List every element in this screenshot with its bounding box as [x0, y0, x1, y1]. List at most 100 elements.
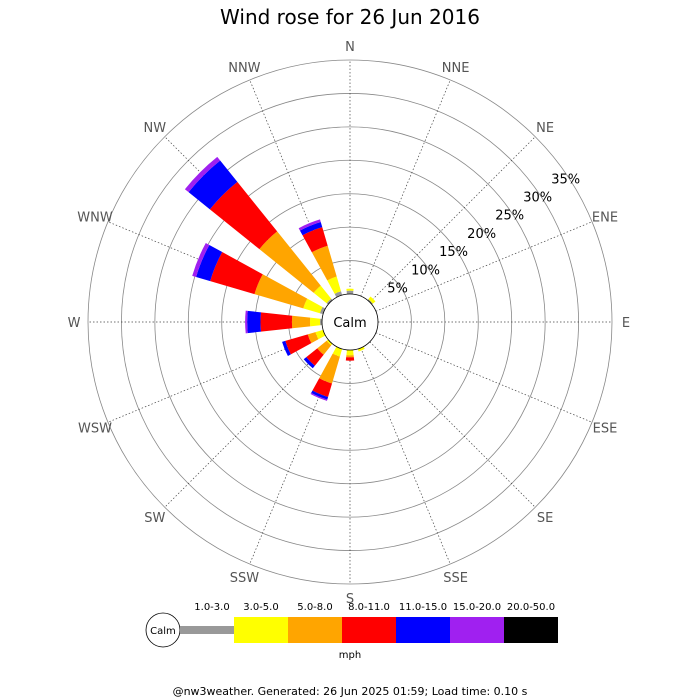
legend-swatch-8.0-11.0 [342, 617, 396, 643]
bar-wsw-11.0-15.0 [282, 340, 291, 356]
bar-wsw-3.0-5.0 [315, 329, 326, 340]
legend-label-11.0-15.0: 11.0-15.0 [399, 602, 447, 613]
wind-rose-bars [184, 156, 376, 401]
grid-circle-25 [154, 126, 546, 518]
calm-label: Calm [333, 316, 366, 331]
legend-unit: mph [339, 650, 361, 661]
bar-n-1.0-3.0 [346, 290, 354, 295]
direction-label-sse: SSE [443, 571, 468, 586]
direction-label-n: N [345, 40, 355, 55]
grid-circle-15 [221, 193, 479, 451]
radial-tick-10: 10% [411, 263, 440, 278]
bar-n-3.0-5.0 [346, 288, 354, 291]
radial-tick-15: 15% [439, 245, 468, 260]
direction-label-e: E [622, 316, 630, 331]
bar-nnw-3.0-5.0 [327, 276, 342, 294]
bar-nnw-15.0-20.0 [298, 219, 321, 231]
radial-tick-25: 25% [495, 209, 524, 224]
bar-w-15.0-20.0 [245, 310, 248, 334]
direction-label-nne: NNE [442, 61, 470, 76]
bar-wsw-8.0-11.0 [285, 334, 312, 355]
calm-circle: Calm [321, 293, 379, 351]
legend-swatch-3.0-5.0 [234, 617, 288, 643]
bar-sw-5.0-8.0 [317, 340, 332, 355]
direction-label-wnw: WNW [77, 210, 113, 225]
bar-nw-5.0-8.0 [259, 231, 321, 293]
bar-ssw-11.0-15.0 [311, 390, 329, 400]
bar-nw-15.0-20.0 [184, 156, 221, 193]
direction-label-s: S [346, 592, 354, 607]
legend-label-5.0-8.0: 5.0-8.0 [297, 602, 332, 613]
calm-circle-shape [321, 293, 379, 351]
spoke-sse [360, 347, 451, 565]
grid-circle-35 [87, 59, 613, 585]
spoke-ne [369, 136, 536, 303]
direction-label-sw: SW [144, 511, 165, 526]
legend-label-3.0-5.0: 3.0-5.0 [243, 602, 278, 613]
direction-label-se: SE [537, 511, 553, 526]
radial-tick-20: 20% [467, 227, 496, 242]
legend-swatch-11.0-15.0 [396, 617, 450, 643]
bar-w-1.0-3.0 [319, 318, 323, 326]
direction-label-nw: NW [144, 121, 167, 136]
bar-w-3.0-5.0 [309, 317, 321, 327]
bar-nnw-11.0-15.0 [299, 221, 323, 236]
bar-ne-3.0-5.0 [368, 296, 376, 304]
legend-label-1.0-3.0: 1.0-3.0 [194, 602, 229, 613]
bar-ne-1.0-3.0 [367, 299, 373, 305]
direction-label-ne: NE [536, 121, 554, 136]
bar-s-5.0-8.0 [346, 355, 354, 358]
legend: Calm mph 1.0-3.0 3.0-5.0 5.0-8.0 8.0-11.0 11… [145, 602, 558, 661]
legend-label-20.0-50.0: 20.0-50.0 [507, 602, 555, 613]
bar-wnw-5.0-8.0 [254, 274, 308, 309]
legend-swatch-20.0-50.0 [504, 617, 558, 643]
spoke-sw [164, 341, 331, 508]
radial-tick-5: 5% [387, 282, 408, 297]
spoke-ese [375, 332, 593, 423]
bar-nnw-8.0-11.0 [302, 227, 328, 253]
bar-nnw-5.0-8.0 [311, 245, 337, 281]
bar-nw-11.0-15.0 [188, 160, 238, 210]
bar-wsw-5.0-8.0 [307, 332, 319, 344]
bar-w-11.0-15.0 [247, 310, 262, 334]
bar-wnw-3.0-5.0 [303, 298, 323, 314]
radial-tick-35: 35% [551, 172, 580, 187]
bar-s-8.0-11.0 [345, 357, 355, 361]
direction-label-nnw: NNW [228, 61, 260, 76]
radial-tick-30: 30% [523, 191, 552, 206]
bar-wnw-8.0-11.0 [210, 252, 263, 295]
direction-labels: N NNE NE ENE E ESE SE SSE S SSW SW WSW W WNW NW NNW [68, 40, 631, 607]
direction-label-ssw: SSW [230, 571, 260, 586]
direction-label-wsw: WSW [78, 422, 112, 437]
legend-calm-label: Calm [150, 626, 176, 637]
spoke-se [369, 341, 536, 508]
bar-nnw-1.0-3.0 [334, 291, 343, 298]
spoke-nne [360, 79, 451, 297]
chart-title: Wind rose for 26 Jun 2016 [220, 5, 480, 29]
bar-sw-3.0-5.0 [326, 339, 333, 346]
legend-swatch-15.0-20.0 [450, 617, 504, 643]
bar-nw-3.0-5.0 [313, 285, 332, 304]
direction-label-ene: ENE [592, 210, 618, 225]
bar-wnw-1.0-3.0 [319, 306, 326, 315]
bar-ssw-3.0-5.0 [332, 346, 343, 357]
direction-label-w: W [68, 316, 81, 331]
bar-sw-11.0-15.0 [303, 357, 315, 369]
bar-ssw-5.0-8.0 [319, 353, 340, 384]
bar-sw-8.0-11.0 [306, 348, 324, 366]
bar-s-3.0-5.0 [346, 349, 354, 356]
legend-label-8.0-11.0: 8.0-11.0 [348, 602, 390, 613]
bar-sse-3.0-5.0 [357, 346, 365, 352]
bar-nw-8.0-11.0 [209, 181, 278, 250]
bar-wnw-11.0-15.0 [196, 244, 223, 282]
bar-w-5.0-8.0 [291, 315, 311, 329]
legend-label-15.0-20.0: 15.0-20.0 [453, 602, 501, 613]
bar-w-8.0-11.0 [260, 312, 293, 332]
bar-nw-1.0-3.0 [326, 298, 333, 305]
radial-tick-labels: 5%10% 15% 20% 25% 30% 35% [387, 172, 580, 296]
footer-text: @nw3weather. Generated: 26 Jun 2025 01:5… [173, 685, 528, 698]
bar-wnw-15.0-20.0 [192, 243, 210, 277]
direction-label-ese: ESE [593, 422, 618, 437]
legend-swatch-5.0-8.0 [288, 617, 342, 643]
